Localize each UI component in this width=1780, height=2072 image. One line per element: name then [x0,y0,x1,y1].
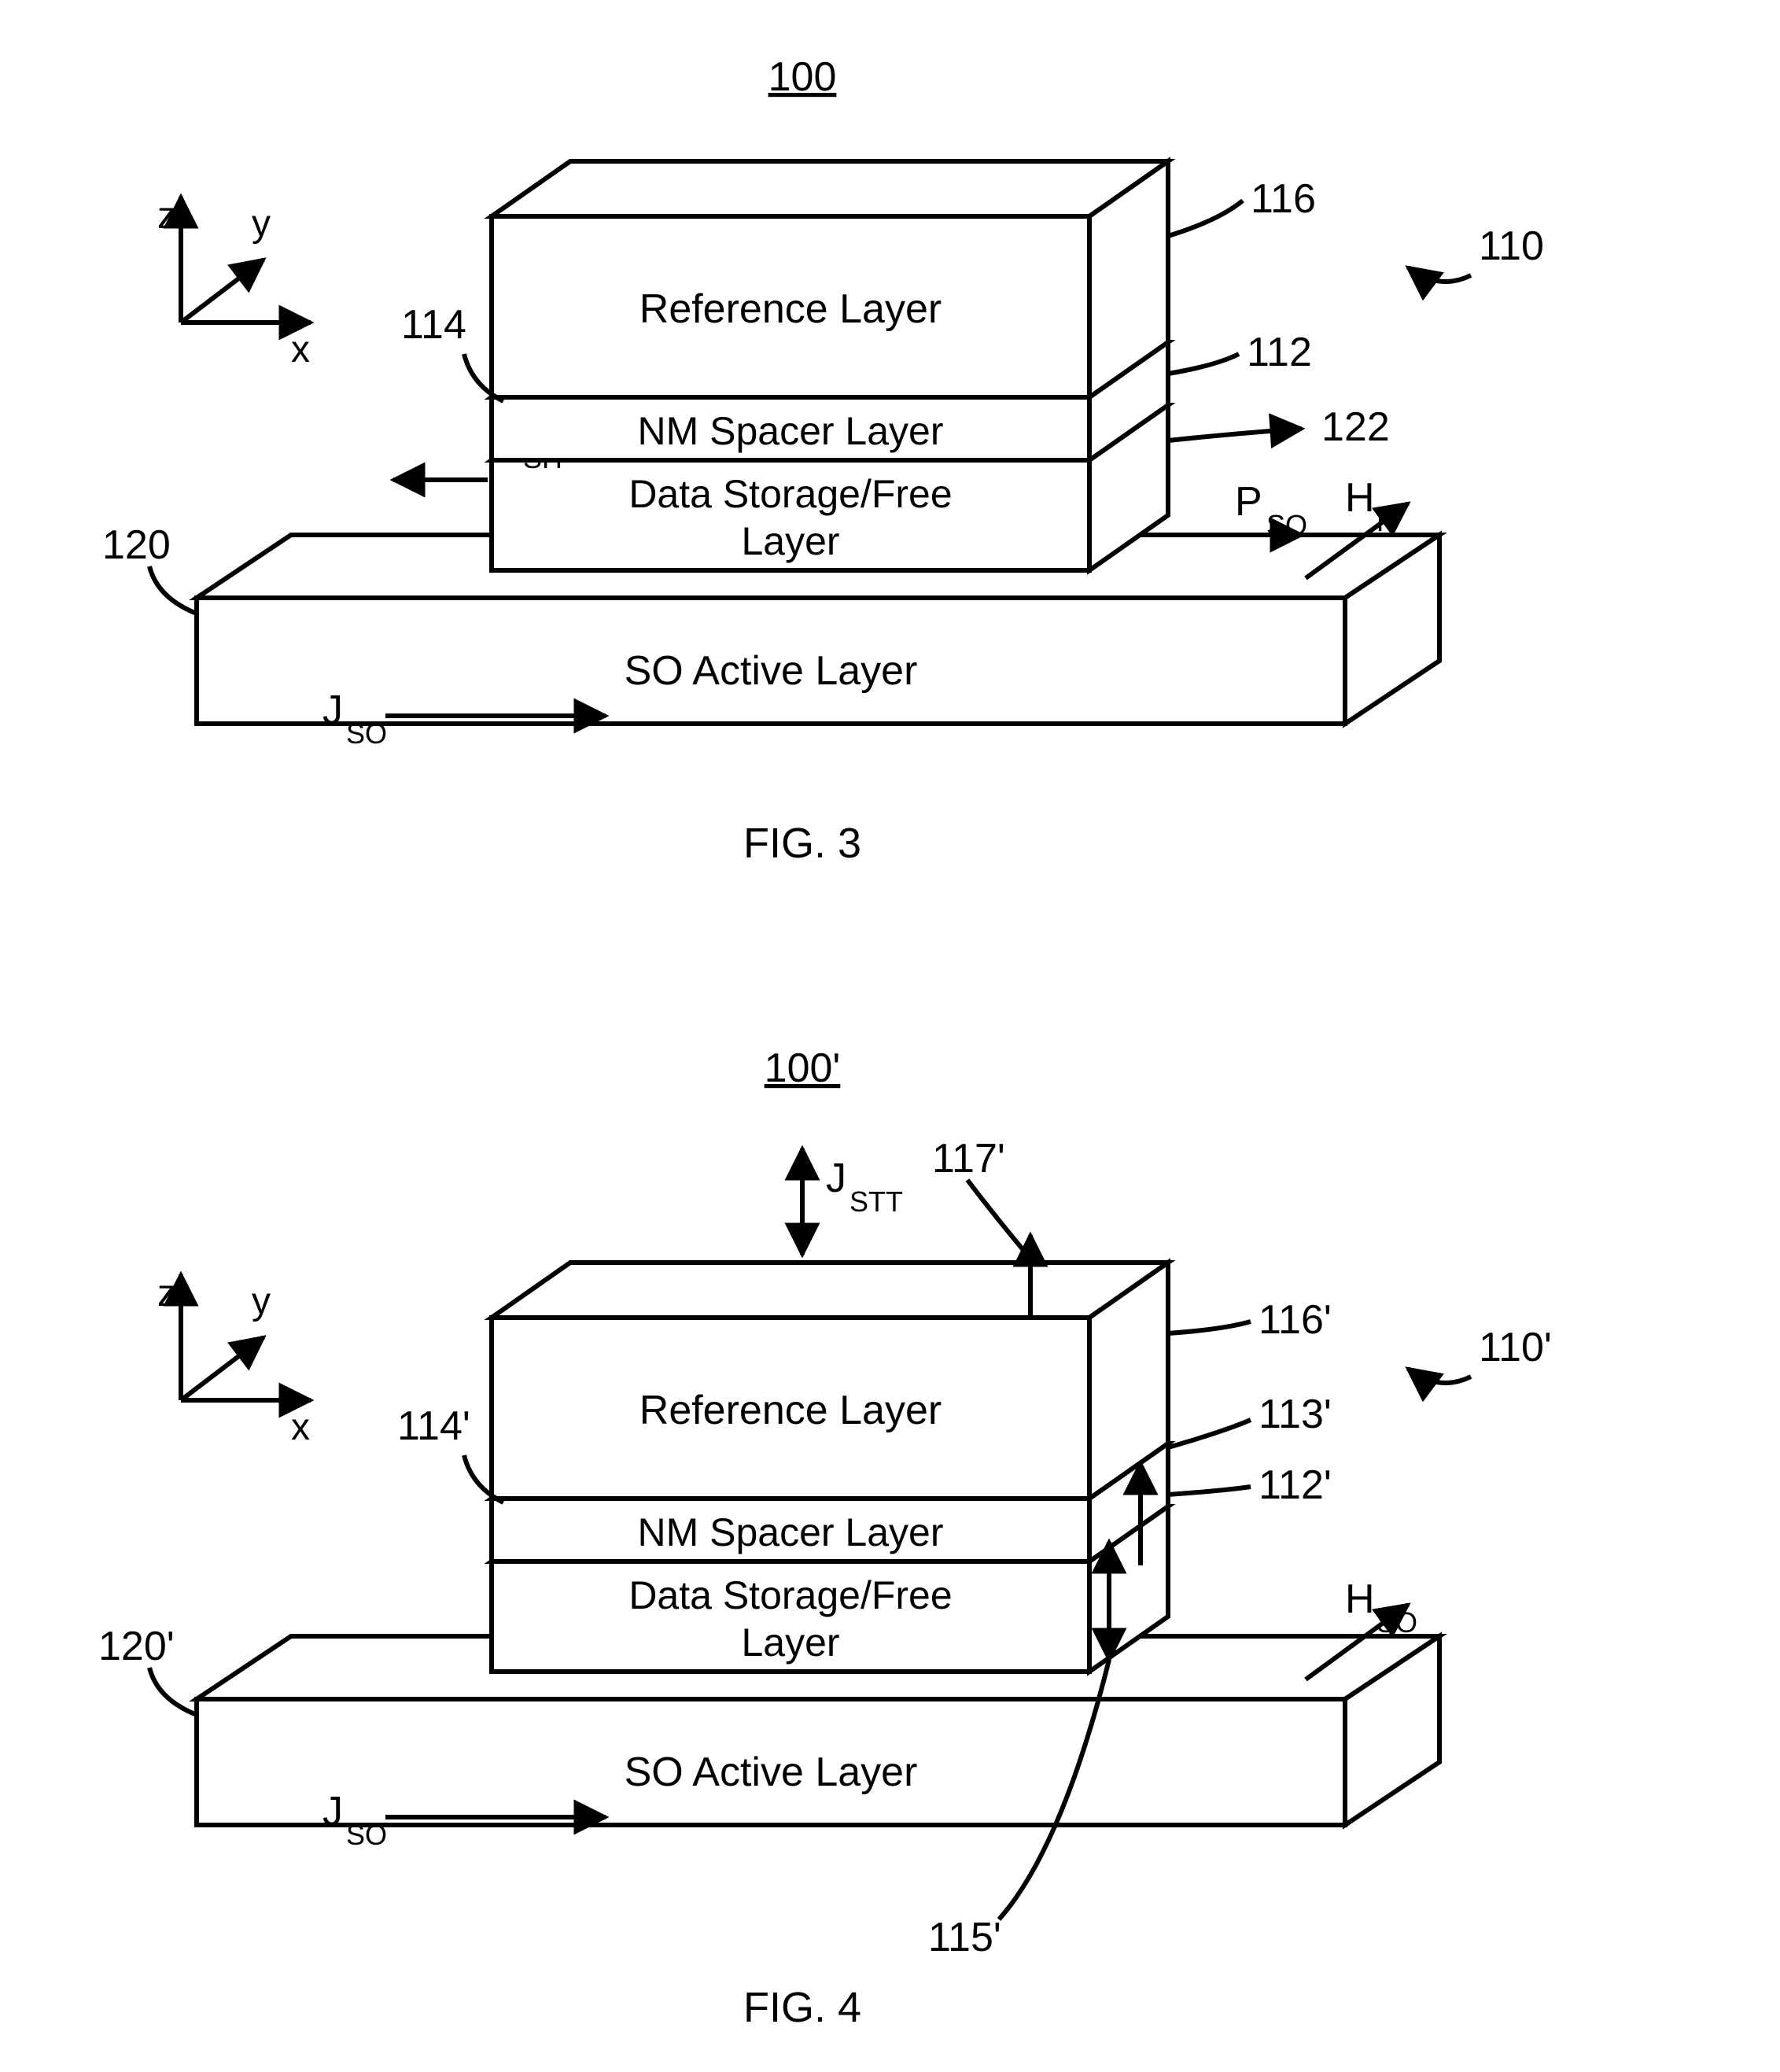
fig3-122: 122 [1321,404,1390,450]
fig4-free1: Data Storage/Free [628,1573,952,1617]
figure-4: 100' z y x SO Active Layer J SO Data Sto… [98,1045,1552,2031]
fig3-116-leader [1168,201,1243,236]
fig3-title: 100 [768,54,837,100]
fig3-pso-sub: SO [1266,509,1307,541]
fig3-pso-main: P [1235,479,1262,525]
fig4-116-leader [1168,1322,1251,1333]
fig4-jstt-main: J [826,1156,846,1201]
fig3-122-leader [1168,429,1302,441]
fig4-115: 115' [928,1915,1001,1960]
fig4-112: 112' [1259,1462,1332,1508]
fig4-110: 110' [1479,1325,1552,1370]
fig4-axes [181,1274,311,1400]
fig4-120: 120' [98,1624,175,1669]
axis-x: x [291,329,310,371]
fig4-114: 114' [397,1403,470,1449]
axis-y: y [252,203,271,245]
fig4-117: 117' [932,1136,1005,1182]
fig4-117-leader [967,1180,1030,1259]
fig3-110-leader [1408,267,1471,282]
fig3-ref-text: Reference Layer [639,286,942,332]
fig4-110-leader [1408,1369,1471,1383]
fig3-caption: FIG. 3 [743,820,861,867]
fig3-so-text: SO Active Layer [625,648,918,694]
fig4-so-text: SO Active Layer [625,1749,918,1795]
fig4-113-leader [1168,1420,1251,1447]
fig4-120-leader [149,1668,197,1715]
fig3-jso-sub: SO [346,717,387,750]
fig3-jso-main: J [322,688,343,733]
fig4-ref-layer [492,1263,1168,1499]
fig4-jstt-sub: STT [849,1185,903,1218]
fig4-112-leader [1168,1487,1251,1495]
fig3-ref-layer [492,161,1168,397]
fig3-axes [181,197,311,323]
axis-z: z [157,1273,176,1314]
diagram-canvas: 100 z y x SO Active Layer J SO Data Stor… [0,0,1780,2072]
axis-z: z [157,195,176,237]
fig4-title: 100' [765,1045,841,1091]
fig4-hso-sub: SO [1376,1606,1417,1639]
fig4-spacer-text: NM Spacer Layer [637,1510,943,1554]
axis-x: x [291,1407,310,1448]
figure-3: 100 z y x SO Active Layer J SO Data Stor… [102,54,1544,867]
fig3-hr-main: H [1345,475,1375,521]
fig3-spacer-text: NM Spacer Layer [637,409,943,453]
fig3-hr-sub: R [1376,505,1397,537]
fig3-free1: Data Storage/Free [628,472,952,516]
fig4-jso-sub: SO [346,1819,387,1851]
axis-y: y [252,1281,271,1322]
fig4-ref-text: Reference Layer [639,1388,942,1433]
fig3-120-leader [149,566,197,614]
fig4-free2: Layer [741,1620,839,1665]
fig3-112-leader [1168,354,1239,374]
fig3-112: 112 [1247,330,1312,375]
fig3-free2: Layer [741,519,839,563]
fig4-caption: FIG. 4 [743,1984,861,2031]
fig4-jso-main: J [322,1789,343,1834]
fig3-120: 120 [102,522,171,568]
fig4-116: 116' [1259,1297,1332,1343]
fig3-110: 110 [1479,223,1544,269]
fig3-114: 114 [401,302,466,348]
fig4-hso-main: H [1345,1576,1375,1622]
fig4-113: 113' [1259,1392,1332,1437]
fig3-116: 116 [1251,176,1316,222]
